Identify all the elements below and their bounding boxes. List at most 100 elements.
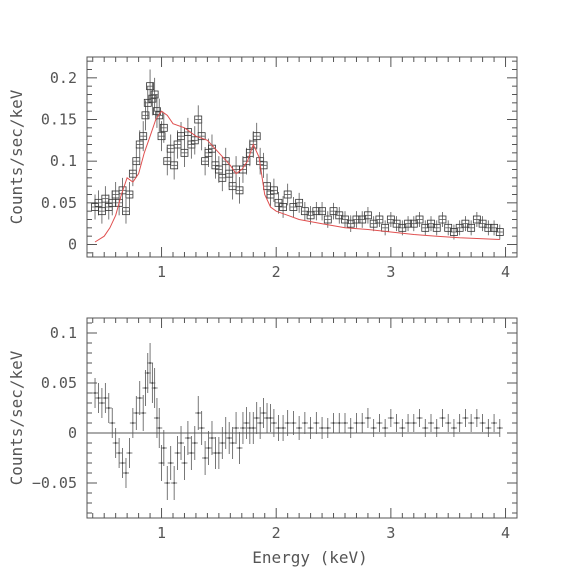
data-point <box>176 452 179 454</box>
data-point <box>295 198 304 207</box>
data-point <box>228 437 231 439</box>
data-point <box>372 427 375 429</box>
data-point <box>242 427 244 429</box>
data-point <box>235 427 237 429</box>
data-point <box>128 452 131 454</box>
data-point <box>159 123 168 132</box>
data-point <box>498 427 501 429</box>
bottom-y-axis-label: Counts/sec/keV <box>7 350 26 485</box>
data-point <box>407 422 409 424</box>
data-point <box>104 397 107 399</box>
data-point <box>252 427 255 429</box>
data-point <box>369 219 378 228</box>
data-point <box>132 157 141 166</box>
data-point <box>118 452 121 454</box>
data-point <box>332 422 335 424</box>
y-tick-label: 0.05 <box>41 374 77 392</box>
data-point <box>475 417 478 419</box>
bottom-panel-residuals: 1 2 3 4 −0.05 0 0.05 0.1 <box>32 317 518 542</box>
data-point <box>107 407 110 409</box>
data-point <box>235 186 244 195</box>
data-point <box>217 452 220 454</box>
data-point <box>139 132 148 141</box>
data-point <box>166 144 175 153</box>
data-point <box>392 219 401 228</box>
x-tick-label: 2 <box>272 263 281 281</box>
x-axis-label: Energy (keV) <box>252 548 368 567</box>
data-point <box>146 372 149 374</box>
data-point <box>269 417 272 419</box>
y-tick-label: 0.1 <box>50 324 77 342</box>
data-point <box>156 417 158 419</box>
data-point <box>461 219 470 228</box>
data-point <box>211 437 213 439</box>
data-point <box>427 219 435 228</box>
data-point <box>323 215 332 224</box>
data-point <box>421 223 430 232</box>
data-point <box>346 219 355 228</box>
data-point <box>478 219 487 228</box>
data-point <box>144 387 147 389</box>
data-point <box>142 412 145 414</box>
x-tick-label: 1 <box>157 263 166 281</box>
x-tick-label: 1 <box>157 524 166 542</box>
data-point <box>464 417 467 419</box>
data-point <box>282 427 284 429</box>
data-point <box>153 387 156 389</box>
data-point <box>121 462 124 464</box>
y-tick-label: 0 <box>68 236 77 254</box>
data-point <box>300 207 309 216</box>
data-point <box>146 82 154 91</box>
data-point <box>292 422 295 424</box>
data-point <box>166 482 169 484</box>
y-tick-label: 0.15 <box>41 111 77 129</box>
data-point <box>279 203 287 211</box>
data-point <box>94 392 96 394</box>
data-point <box>424 427 427 429</box>
data-point <box>309 427 312 429</box>
data-point <box>329 207 338 216</box>
model-line <box>94 110 500 243</box>
data-point <box>395 422 398 424</box>
data-point <box>358 215 367 224</box>
data-point <box>467 223 476 232</box>
data-point <box>441 417 444 419</box>
data-point <box>180 148 189 157</box>
data-point <box>187 437 189 439</box>
data-point <box>472 215 481 224</box>
data-point <box>418 417 421 419</box>
data-point <box>444 223 453 232</box>
data-point <box>367 417 369 419</box>
data-point <box>141 111 150 120</box>
data-point <box>430 422 432 424</box>
data-point <box>438 215 447 224</box>
data-point <box>160 462 163 464</box>
data-point <box>481 422 484 424</box>
data-point <box>200 427 203 429</box>
y-tick-label: 0.2 <box>50 69 77 87</box>
data-point <box>298 427 301 429</box>
data-point <box>355 422 358 424</box>
data-point <box>306 211 315 220</box>
data-point <box>277 427 280 429</box>
data-point <box>177 132 185 141</box>
data-point <box>262 412 265 414</box>
top-y-axis-label: Counts/sec/keV <box>7 89 26 224</box>
data-point <box>125 472 127 474</box>
data-point <box>157 132 166 141</box>
data-point <box>490 223 498 232</box>
data-point <box>143 98 152 107</box>
data-point <box>389 417 392 419</box>
data-point <box>252 132 261 141</box>
x-tick-label: 4 <box>501 263 510 281</box>
data-point <box>114 442 117 444</box>
x-tick-label: 3 <box>386 524 395 542</box>
data-point <box>315 422 318 424</box>
data-point <box>131 422 134 424</box>
data-point <box>169 462 172 464</box>
data-point <box>341 215 349 224</box>
data-point <box>361 422 364 424</box>
data-point <box>412 422 415 424</box>
data-point <box>135 412 138 414</box>
data-point <box>453 427 455 429</box>
